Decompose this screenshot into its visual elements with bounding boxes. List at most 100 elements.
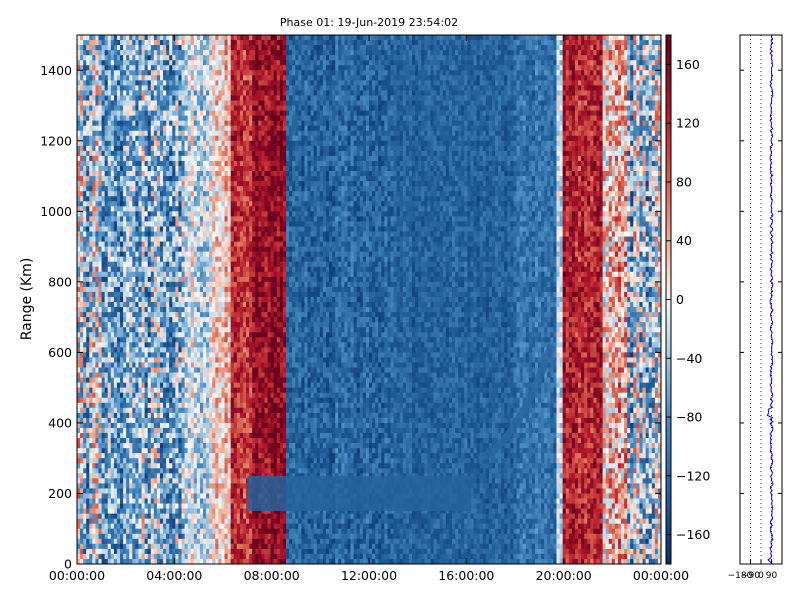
heatmap-cell <box>159 307 164 313</box>
heatmap-cell <box>212 221 216 227</box>
heatmap-cell <box>178 80 182 86</box>
heatmap-cell <box>196 322 201 328</box>
heatmap-cell <box>144 95 149 101</box>
heatmap-cell <box>159 286 164 293</box>
heatmap-cell <box>175 150 179 157</box>
heatmap-cell <box>126 433 130 439</box>
heatmap-cell <box>86 392 90 399</box>
heatmap-cell <box>196 120 201 127</box>
heatmap-cell <box>190 307 195 313</box>
heatmap-cell <box>138 296 142 303</box>
heatmap-cell <box>215 246 219 253</box>
heatmap-cell <box>178 548 182 555</box>
heatmap-cell <box>86 407 90 414</box>
heatmap-cell <box>150 513 155 520</box>
heatmap-cell <box>209 543 213 550</box>
heatmap-cell <box>89 458 93 464</box>
heatmap-cell <box>166 488 170 494</box>
heatmap-cell <box>116 55 121 61</box>
heatmap-cell <box>138 538 142 545</box>
heatmap-cell <box>184 221 189 227</box>
heatmap-cell <box>172 357 176 363</box>
heatmap-cell <box>123 448 127 454</box>
heatmap-cell <box>206 473 210 479</box>
heatmap-cell <box>187 231 192 237</box>
heatmap-cell <box>77 176 81 182</box>
heatmap-cell <box>150 256 155 263</box>
heatmap-cell <box>83 397 87 404</box>
heatmap-cell <box>166 286 170 293</box>
heatmap-cell <box>132 165 136 172</box>
heatmap-cell <box>159 412 164 419</box>
heatmap-cell <box>98 438 102 444</box>
heatmap-cell <box>123 115 127 122</box>
heatmap-cell <box>159 60 164 66</box>
heatmap-cell <box>144 196 149 202</box>
heatmap-cell <box>92 276 96 283</box>
heatmap-cell <box>141 468 146 474</box>
heatmap-cell <box>196 40 201 46</box>
heatmap-cell <box>163 387 167 394</box>
heatmap-cell <box>212 548 216 555</box>
heatmap-cell <box>144 130 149 137</box>
heatmap-cell <box>150 251 155 258</box>
heatmap-cell <box>98 105 102 111</box>
heatmap-cell <box>178 165 182 172</box>
heatmap-cell <box>147 110 152 117</box>
heatmap-cell <box>107 533 112 540</box>
heatmap-cell <box>132 115 136 122</box>
heatmap-cell <box>138 110 142 117</box>
heatmap-cell <box>129 498 133 504</box>
heatmap-cell <box>209 538 213 545</box>
heatmap-cell <box>153 256 158 263</box>
heatmap-cell <box>83 518 87 525</box>
heatmap-cell <box>218 553 222 560</box>
heatmap-cell <box>132 186 136 192</box>
heatmap-cell <box>178 296 182 303</box>
heatmap-cell <box>83 125 87 132</box>
heatmap-cell <box>135 236 139 242</box>
heatmap-cell <box>144 281 149 288</box>
heatmap-cell <box>184 191 189 197</box>
heatmap-cell <box>209 211 213 217</box>
heatmap-cell <box>169 165 173 172</box>
heatmap-cell <box>178 438 182 444</box>
heatmap-cell <box>193 60 198 66</box>
heatmap-cell <box>169 503 173 509</box>
heatmap-cell <box>156 397 161 404</box>
heatmap-cell <box>221 105 225 111</box>
heatmap-cell <box>135 120 139 127</box>
heatmap-cell <box>203 261 207 268</box>
heatmap-cell <box>104 206 109 212</box>
heatmap-cell <box>77 130 81 137</box>
heatmap-cell <box>187 171 192 177</box>
heatmap-cell <box>147 453 152 459</box>
heatmap-cell <box>218 85 222 91</box>
heatmap-cell <box>172 140 176 147</box>
heatmap-cell <box>92 211 96 217</box>
heatmap-cell <box>141 251 146 258</box>
heatmap-cell <box>159 382 164 389</box>
heatmap-cell <box>196 70 201 76</box>
heatmap-cell <box>138 533 142 540</box>
heatmap-cell <box>132 231 136 237</box>
heatmap-cell <box>178 216 182 222</box>
heatmap-cell <box>123 392 127 399</box>
heatmap-cell <box>86 543 90 550</box>
heatmap-cell <box>206 266 210 273</box>
heatmap-cell <box>95 115 99 122</box>
heatmap-cell <box>181 397 185 404</box>
heatmap-cell <box>123 327 127 333</box>
heatmap-cell <box>166 553 170 560</box>
heatmap-cell <box>107 140 112 147</box>
heatmap-cell <box>104 417 109 424</box>
heatmap-cell <box>95 176 99 182</box>
heatmap-cell <box>175 231 179 237</box>
heatmap-cell <box>126 483 130 489</box>
heatmap-cell <box>209 251 213 258</box>
heatmap-cell <box>153 135 158 142</box>
heatmap-cell <box>215 518 219 525</box>
heatmap-cell <box>107 503 112 509</box>
heatmap-cell <box>80 221 84 227</box>
heatmap-cell <box>107 458 112 464</box>
